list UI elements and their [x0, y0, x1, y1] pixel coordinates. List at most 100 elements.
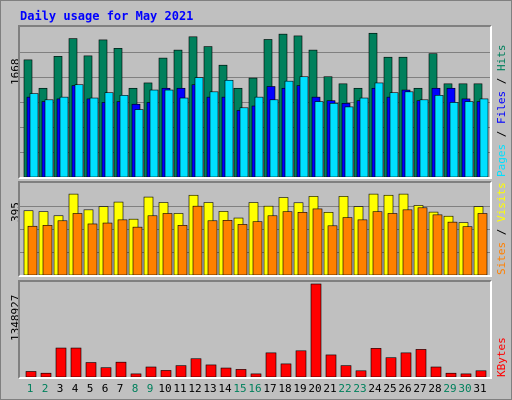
bar-sites-day-28 [432, 214, 443, 275]
hits-files-pages-legend: Pages / Files / Hits [495, 44, 508, 178]
x-tick-day-30: 30 [458, 382, 472, 395]
bar-sites-day-31 [477, 213, 488, 275]
bar-sites-day-21 [327, 225, 338, 275]
x-tick-day-10: 10 [158, 382, 172, 395]
bar-pages-day-29 [449, 102, 459, 177]
bar-kbytes-day-28 [430, 366, 442, 377]
kbytes-panel [18, 280, 492, 379]
x-tick-day-29: 29 [443, 382, 457, 395]
bar-sites-day-1 [27, 225, 38, 275]
visits-sites-legend: Sites / Visits [495, 182, 508, 275]
bar-sites-day-10 [162, 213, 173, 275]
bar-pages-day-9 [149, 89, 159, 177]
bar-pages-day-1 [29, 93, 39, 177]
x-tick-day-12: 12 [188, 382, 202, 395]
bar-sites-day-18 [282, 211, 293, 275]
legend-visits: Visits [495, 182, 508, 222]
bar-kbytes-day-14 [220, 367, 232, 377]
legend-sites: Sites [495, 241, 508, 275]
x-tick-day-21: 21 [323, 382, 337, 395]
bar-kbytes-day-19 [295, 350, 307, 377]
x-tick-day-27: 27 [413, 382, 427, 395]
x-tick-day-24: 24 [368, 382, 382, 395]
bar-sites-day-27 [417, 207, 428, 275]
bar-pages-day-31 [479, 98, 489, 177]
x-tick-day-19: 19 [293, 382, 307, 395]
bar-pages-day-30 [464, 101, 474, 177]
x-tick-day-26: 26 [398, 382, 412, 395]
bar-sites-day-4 [72, 213, 83, 275]
x-tick-day-22: 22 [338, 382, 352, 395]
bar-kbytes-day-25 [385, 357, 397, 377]
x-tick-day-23: 23 [353, 382, 367, 395]
x-tick-day-14: 14 [218, 382, 232, 395]
bar-kbytes-day-6 [100, 367, 112, 377]
bar-kbytes-day-17 [265, 352, 277, 377]
bar-kbytes-day-12 [190, 358, 202, 377]
bar-kbytes-day-2 [40, 372, 52, 377]
bar-kbytes-day-1 [25, 371, 37, 377]
bar-sites-day-9 [147, 215, 158, 275]
bar-kbytes-day-26 [400, 352, 412, 377]
x-tick-day-8: 8 [131, 382, 139, 395]
bar-kbytes-day-9 [145, 366, 157, 377]
bar-pages-day-16 [254, 96, 264, 177]
bar-sites-day-8 [132, 226, 143, 275]
bar-sites-day-7 [117, 219, 128, 275]
bar-sites-day-22 [342, 217, 353, 275]
visits-sites-plot [20, 193, 490, 275]
bar-sites-day-17 [267, 215, 278, 275]
bar-sites-day-30 [462, 226, 473, 275]
bar-kbytes-day-24 [370, 348, 382, 377]
bar-kbytes-day-4 [70, 347, 82, 377]
bar-sites-day-13 [207, 220, 218, 275]
legend-files: Files [495, 90, 508, 124]
bar-kbytes-day-15 [235, 369, 247, 377]
bar-pages-day-11 [179, 97, 189, 177]
legend-kbytes: KBytes [495, 337, 508, 377]
bar-pages-day-26 [404, 91, 414, 177]
bar-sites-day-26 [402, 209, 413, 275]
x-tick-day-16: 16 [248, 382, 262, 395]
legend-pages: Pages [495, 143, 508, 177]
bar-pages-day-7 [119, 95, 129, 177]
kbytes-legend: KBytes [495, 283, 511, 377]
bar-pages-day-2 [44, 99, 54, 177]
bar-kbytes-day-29 [445, 372, 457, 377]
bar-sites-day-24 [372, 211, 383, 275]
bar-sites-day-6 [102, 222, 113, 275]
bar-kbytes-day-11 [175, 365, 187, 377]
bar-pages-day-5 [89, 97, 99, 177]
bar-kbytes-day-10 [160, 370, 172, 377]
bar-kbytes-day-22 [340, 365, 352, 377]
x-tick-day-5: 5 [86, 382, 94, 395]
bar-pages-day-25 [389, 92, 399, 177]
x-axis-day-labels: 1 2 3 4 5 6 7 8 9 10 11 12 13 14 15 16 17 18 19 20 21 22 23 24 2… [18, 382, 492, 396]
bar-kbytes-day-13 [205, 364, 217, 377]
x-tick-day-31: 31 [473, 382, 487, 395]
bar-kbytes-day-21 [325, 354, 337, 377]
bar-kbytes-day-7 [115, 361, 127, 377]
x-tick-day-11: 11 [173, 382, 187, 395]
bar-pages-day-28 [434, 95, 444, 177]
x-tick-day-9: 9 [146, 382, 154, 395]
visits-sites-panel [18, 181, 492, 277]
hits-files-pages-panel [18, 25, 492, 179]
x-tick-day-18: 18 [278, 382, 292, 395]
bar-sites-day-20 [312, 208, 323, 275]
bar-pages-day-13 [209, 91, 219, 177]
legend-hits: Hits [495, 44, 508, 72]
x-tick-day-4: 4 [71, 382, 79, 395]
bar-kbytes-day-8 [130, 373, 142, 377]
bar-kbytes-day-5 [85, 362, 97, 377]
bar-sites-day-3 [57, 220, 68, 275]
bar-pages-day-6 [104, 92, 114, 177]
bar-sites-day-11 [177, 225, 188, 275]
bar-sites-day-16 [252, 221, 263, 275]
bar-kbytes-day-27 [415, 349, 427, 377]
bar-pages-day-18 [284, 80, 294, 177]
bar-sites-day-14 [222, 220, 233, 275]
bar-pages-day-12 [194, 77, 204, 177]
bar-kbytes-day-3 [55, 347, 67, 377]
x-tick-day-25: 25 [383, 382, 397, 395]
